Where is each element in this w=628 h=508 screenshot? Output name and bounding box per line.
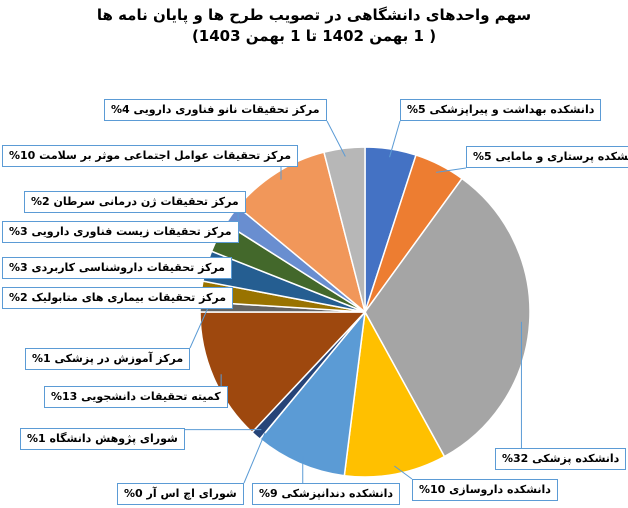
leader-lines <box>185 120 522 484</box>
chart-subtitle: ( 1 بهمن 1402 تا 1 بهمن 1403) <box>191 27 437 45</box>
slice-label: مرکز تحقیقات زیست فناوری دارویی 3% <box>2 221 239 243</box>
leader-line <box>326 120 346 157</box>
leader-line <box>436 167 467 173</box>
pie-slice <box>323 146 366 313</box>
slice-label: دانشکده پزشکی 32% <box>495 448 627 470</box>
slice-label: مرکز تحقیقات داروشناسی کاربردی 3% <box>2 257 232 279</box>
leader-line <box>389 120 401 158</box>
slice-label: دانشکده بهداشت و پیراپزشکی 5% <box>400 99 602 121</box>
slice-label: شورای پژوهش دانشگاه 1% <box>20 428 185 450</box>
pie-slice <box>258 309 367 477</box>
leader-line <box>243 432 266 484</box>
leader-line <box>189 306 209 349</box>
slice-label: مرکز آموزش در پزشکی 1% <box>25 348 191 370</box>
slice-label: دانشکده دندانپزشکی 9% <box>252 483 401 505</box>
pie-slice <box>364 177 531 458</box>
slice-label: مرکز تحقیقات نانو فناوری دارویی 4% <box>104 99 327 121</box>
pie-slices <box>199 146 531 478</box>
pie-slice <box>343 309 446 478</box>
slice-label: شورای اچ اس آر 0% <box>117 483 244 505</box>
slice-label: کمیته تحقیقات دانشجویی 13% <box>44 386 228 408</box>
leader-line <box>394 465 413 480</box>
chart-title: سهم واحدهای دانشگاهی در تصویب طرح ها و پ… <box>96 6 532 24</box>
slice-label: مرکز تحقیقات عوامل اجتماعی موثر بر سلامت… <box>2 145 299 167</box>
pie-slice <box>199 311 367 434</box>
slice-label: دانشکده داروسازی 10% <box>412 479 558 501</box>
slice-label: مرکز تحقیقات ژن درمانی سرطان 2% <box>24 191 246 213</box>
slice-label: دانشکده پرستاری و مامایی 5% <box>466 146 628 168</box>
slice-label: مرکز تحقیقات بیماری های متابولیک 2% <box>2 287 234 309</box>
